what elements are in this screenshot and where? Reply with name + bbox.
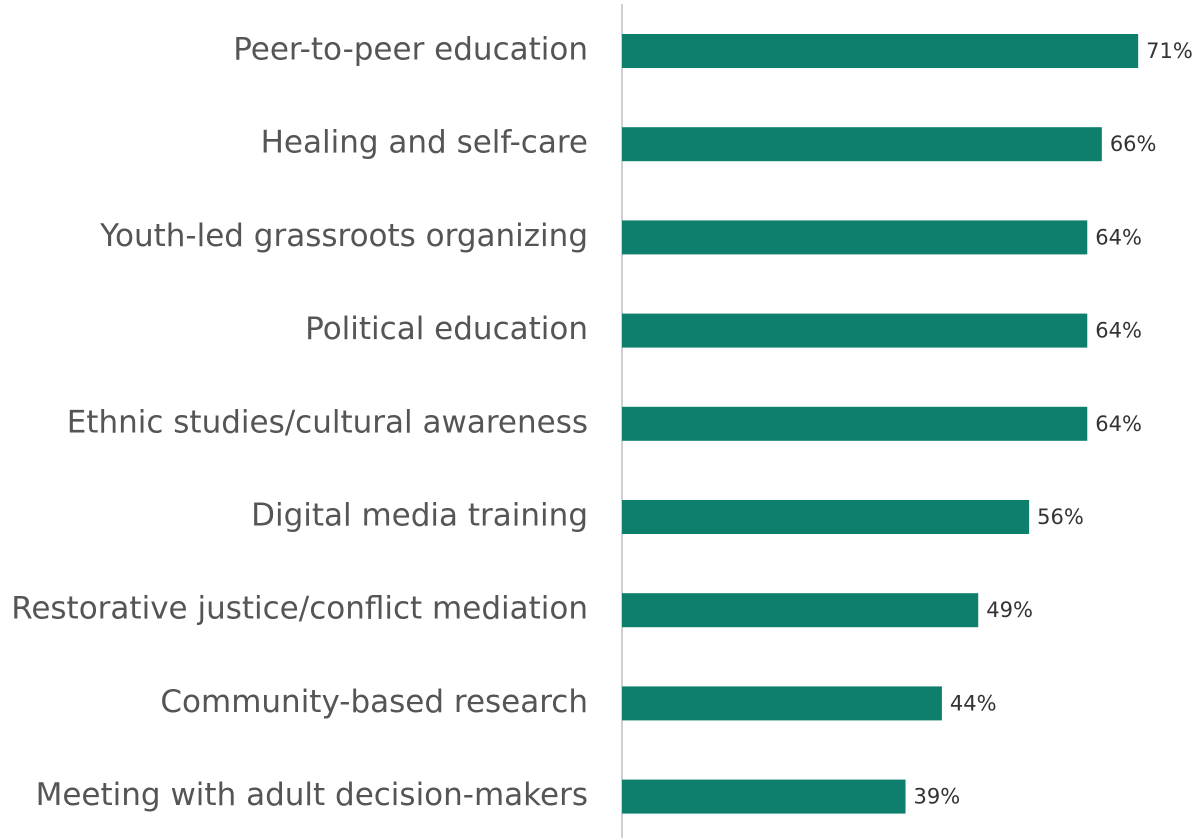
category-label: Healing and self-care xyxy=(261,125,588,161)
value-label: 49% xyxy=(986,598,1033,622)
bar xyxy=(622,313,1088,348)
value-label: 64% xyxy=(1095,225,1142,249)
bar xyxy=(622,686,942,721)
category-label: Ethnic studies/cultural awareness xyxy=(67,404,588,440)
bar xyxy=(622,500,1030,534)
category-label: Community-based research xyxy=(160,684,588,720)
category-label: Digital media training xyxy=(251,498,588,534)
bar xyxy=(622,127,1102,162)
category-label: Meeting with adult decision-makers xyxy=(36,777,588,813)
bar xyxy=(622,406,1088,441)
value-label: 44% xyxy=(950,691,997,715)
category-label: Restorative justice/conflict mediation xyxy=(11,591,588,627)
value-label: 64% xyxy=(1095,412,1142,436)
bar xyxy=(622,34,1139,68)
value-label: 66% xyxy=(1110,132,1157,156)
category-label: Youth-led grassroots organizing xyxy=(99,218,588,254)
bar xyxy=(622,779,906,814)
bar xyxy=(622,593,979,628)
value-label: 64% xyxy=(1095,319,1142,343)
value-label: 56% xyxy=(1037,505,1084,529)
category-label: Peer-to-peer education xyxy=(233,32,588,68)
category-label: Political education xyxy=(305,311,588,347)
value-label: 71% xyxy=(1146,39,1193,63)
value-label: 39% xyxy=(914,785,961,809)
bar xyxy=(622,220,1088,255)
